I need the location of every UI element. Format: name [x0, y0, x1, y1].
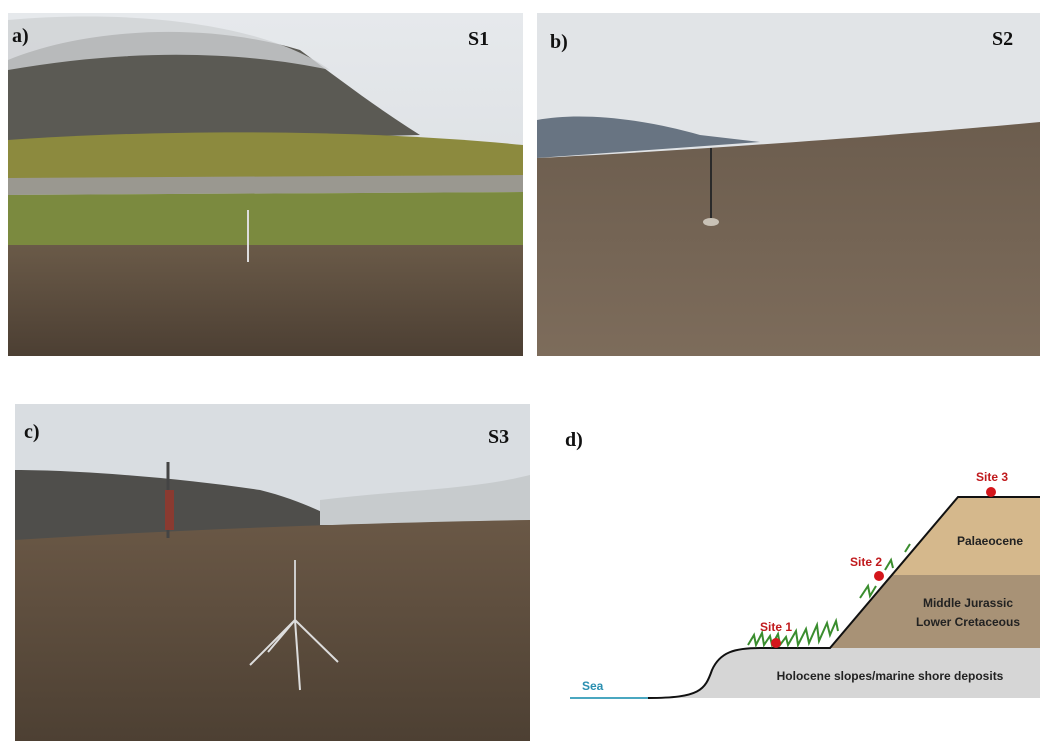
- site-label: S3: [488, 426, 509, 448]
- panel-label: a): [12, 25, 29, 47]
- photo-b: [537, 13, 1040, 356]
- layer-label: Holocene slopes/marine shore deposits: [777, 669, 1004, 683]
- panel-label: d): [565, 429, 583, 451]
- site-name: Site 3: [976, 470, 1008, 484]
- photo-c: [15, 404, 530, 741]
- layer-label: Middle Jurassic: [923, 596, 1013, 610]
- sea-label: Sea: [582, 679, 604, 693]
- layer-label: Palaeocene: [957, 534, 1023, 548]
- site-label: S2: [992, 28, 1013, 50]
- photo-a: [8, 13, 523, 356]
- site-name: Site 2: [850, 555, 882, 569]
- panel-label: b): [550, 31, 568, 53]
- site-name: Site 1: [760, 620, 792, 634]
- geology-diagram: [570, 487, 1040, 698]
- panel-label: c): [24, 421, 40, 443]
- figure: a) S1 b) S2 c) S3 d) Site 1 Site 2 Site …: [0, 0, 1040, 743]
- layer-label: Lower Cretaceous: [916, 615, 1020, 629]
- site-label: S1: [468, 28, 489, 50]
